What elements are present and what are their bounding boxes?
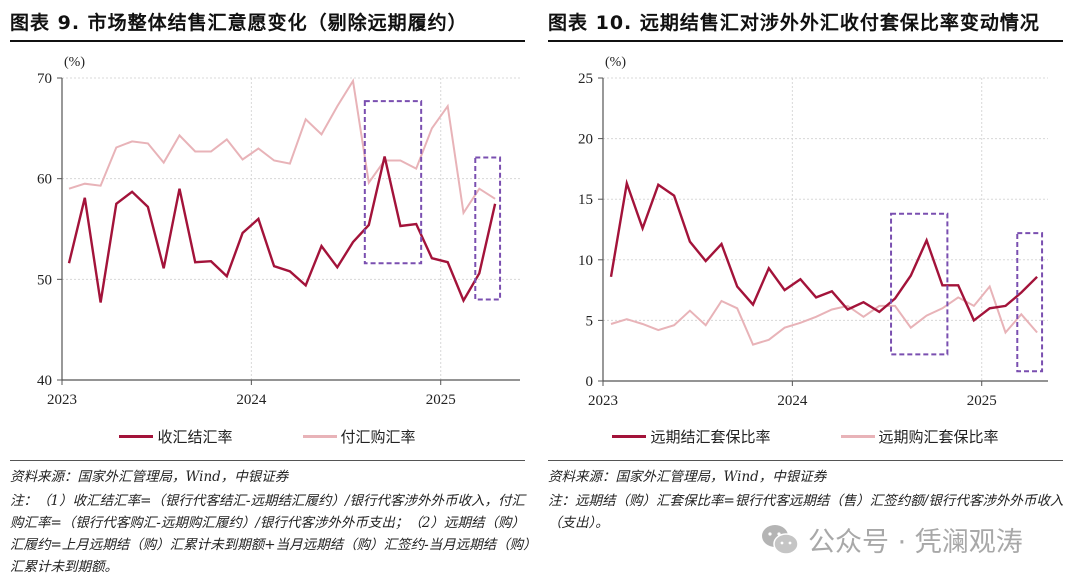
legend-item: 远期购汇套保比率 [840,426,999,447]
y-unit-label: (%) [64,55,85,70]
x-tick-label: 2024 [777,393,808,409]
chart-legend: 远期结汇套保比率 远期购汇套保比率 [548,426,1063,447]
chart-legend: 收汇结汇率 付汇购汇率 [10,426,525,447]
legend-item: 收汇结汇率 [119,426,233,447]
source-divider [548,460,1063,461]
chart-title: 图表 10. 远期结售汇对涉外外汇收付套保比率变动情况 [548,12,1040,34]
x-tick-label: 2023 [588,393,618,409]
source-divider [10,460,525,461]
y-tick-label: 0 [586,374,594,390]
legend-swatch-light [302,435,337,438]
source-text: 资料来源：国家外汇管理局，Wind，中银证券 [548,469,827,485]
y-tick-label: 40 [37,373,52,389]
y-tick-label: 15 [578,192,593,208]
series-line-light [68,78,496,216]
y-tick-label: 60 [37,172,52,188]
y-tick-label: 20 [578,132,593,148]
highlight-box [1016,232,1044,373]
x-tick-label: 2024 [236,392,267,408]
highlight-box [474,156,502,301]
y-tick-label: 70 [37,71,52,87]
line-chart: 40 50 60 70 (%) 2023 2024 2025 [37,55,520,408]
y-tick-label: 5 [586,313,594,329]
y-unit-label: (%) [605,55,626,70]
x-tick-label: 2023 [47,392,77,408]
x-tick-label: 2025 [967,393,997,409]
legend-item: 远期结汇套保比率 [612,426,771,447]
legend-label: 付汇购汇率 [340,428,416,446]
highlight-box [890,212,949,356]
chart-title: 图表 9. 市场整体结售汇意愿变化（剔除远期履约） [10,12,468,34]
legend-label: 收汇结汇率 [157,428,233,446]
note-text: 注：（1）收汇结汇率=（银行代客结汇-远期结汇履约）/银行代客涉外外币收入，付汇… [10,493,530,575]
legend-swatch-light [840,435,875,438]
x-tick-label: 2025 [426,392,456,408]
legend-label: 远期购汇套保比率 [878,428,999,446]
legend-label: 远期结汇套保比率 [650,428,771,446]
note-text: 注：远期结（购）汇套保比率=银行代客远期结（售）汇签约额/银行代客涉外外币收入（… [548,493,1064,531]
legend-swatch-dark [612,435,647,438]
series-line-dark [609,178,1038,323]
legend-item: 付汇购汇率 [302,426,416,447]
legend-swatch-dark [119,435,154,438]
highlight-box [363,100,423,265]
watermark: 公众号 · 凭澜观涛 [760,520,1023,559]
wechat-icon [762,524,799,555]
source-text: 资料来源：国家外汇管理局，Wind，中银证券 [10,469,289,485]
y-tick-label: 50 [37,272,52,288]
chart-panel-left: 图表 9. 市场整体结售汇意愿变化（剔除远期履约） 40 50 60 70 (%) 202… [10,0,538,583]
watermark-text: 公众号 · 凭澜观涛 [808,527,1023,558]
y-tick-label: 10 [578,253,593,269]
chart-panel-right: 图表 10. 远期结售汇对涉外外汇收付套保比率变动情况 0 5 10 15 20 25 (%… [548,0,1076,583]
series-line-dark [67,156,497,304]
title-divider [548,40,1063,42]
title-divider [10,40,525,42]
y-tick-label: 25 [578,71,593,87]
